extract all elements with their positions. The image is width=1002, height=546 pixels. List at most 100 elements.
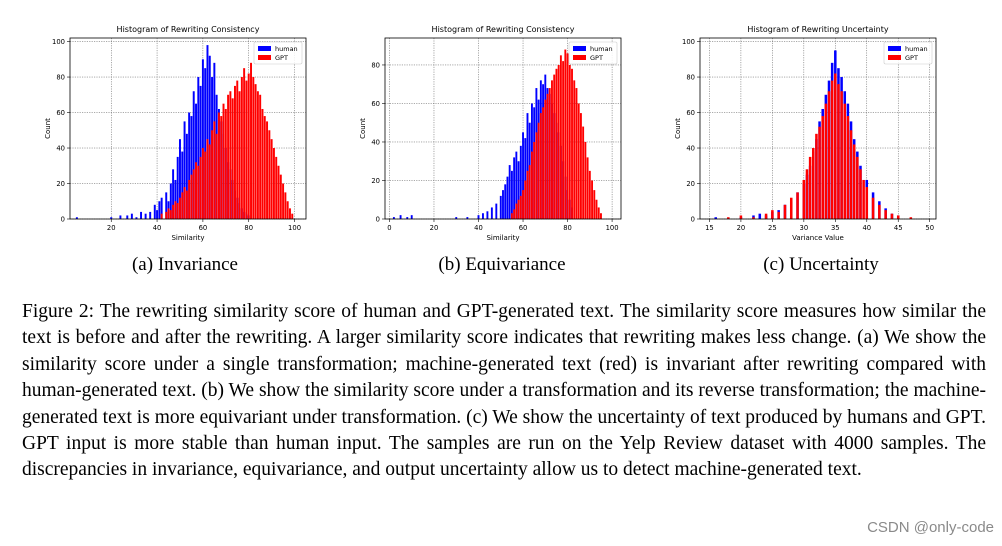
gpt-bar <box>846 116 850 219</box>
y-tick-label: 20 <box>56 180 65 188</box>
human-bar <box>185 133 188 219</box>
gpt-bar <box>222 103 225 219</box>
human-bar <box>160 197 163 219</box>
x-tick-label: 15 <box>705 224 714 232</box>
gpt-bar <box>564 49 567 219</box>
legend-label: human <box>905 45 928 53</box>
human-bar <box>183 121 186 219</box>
gpt-bar <box>213 121 216 219</box>
chart-title: Histogram of Rewriting Consistency <box>117 25 260 34</box>
watermark: CSDN @only-code <box>867 519 994 536</box>
human-bar <box>153 204 156 219</box>
human-bar <box>526 113 529 219</box>
gpt-bar <box>217 112 220 219</box>
x-tick-label: 20 <box>737 224 746 232</box>
y-tick-label: 60 <box>686 109 695 117</box>
human-bar <box>455 217 458 219</box>
human-bar <box>126 215 129 219</box>
human-bar <box>197 77 200 219</box>
x-tick-label: 45 <box>894 224 903 232</box>
legend-label: human <box>275 45 298 53</box>
gpt-bar <box>812 148 815 219</box>
gpt-bar <box>510 213 513 219</box>
y-axis-label: Count <box>44 118 52 139</box>
gpt-bar <box>172 204 175 219</box>
x-tick-label: 60 <box>199 224 208 232</box>
legend-swatch <box>258 55 271 60</box>
y-tick-label: 40 <box>371 138 380 146</box>
human-bar <box>195 103 197 219</box>
human-bar <box>135 217 138 219</box>
gpt-bar <box>573 80 576 219</box>
gpt-bar <box>557 64 560 220</box>
human-bar <box>490 207 493 219</box>
chart-panel-a: Histogram of Rewriting Consistency 20 40 60… <box>40 0 320 250</box>
gpt-bar <box>201 148 204 219</box>
x-axis-label: Similarity <box>171 234 204 242</box>
gpt-bar <box>584 141 587 219</box>
plot-frame <box>699 37 937 220</box>
gpt-bar <box>752 217 755 219</box>
x-tick-label: 60 <box>519 224 528 232</box>
human-bar <box>172 169 175 219</box>
human-bar <box>165 192 168 219</box>
human-bar <box>140 211 143 219</box>
gpt-bar <box>236 80 239 219</box>
gpt-bar <box>566 53 569 220</box>
x-tick-label: 50 <box>925 224 934 232</box>
human-bar <box>486 211 489 219</box>
human-bar <box>192 91 195 219</box>
human-bar <box>208 55 211 219</box>
gpt-bar <box>588 170 591 219</box>
gpt-bar <box>261 108 264 219</box>
gpt-bar <box>282 183 285 219</box>
x-axis-label: Variance Value <box>792 234 844 242</box>
chart-title: Histogram of Rewriting Uncertainty <box>747 25 889 34</box>
gpt-bar <box>555 68 558 219</box>
gpt-bar <box>263 116 266 219</box>
gpt-bar <box>551 80 553 219</box>
gpt-bar <box>174 201 177 219</box>
gpt-bar <box>513 209 516 219</box>
x-tick-label: 0 <box>387 224 391 232</box>
gpt-bar <box>179 197 181 219</box>
gpt-bar <box>524 180 527 219</box>
gpt-bar <box>181 192 184 219</box>
gpt-bar <box>595 199 598 219</box>
gpt-bar <box>818 126 821 219</box>
gpt-bar <box>553 74 556 219</box>
human-bar <box>466 217 469 219</box>
gpt-bar <box>531 151 533 219</box>
x-tick-label: 40 <box>862 224 871 232</box>
gpt-bar <box>577 103 580 219</box>
human-bar <box>179 139 181 219</box>
gpt-bar <box>764 213 768 219</box>
gpt-bar <box>275 156 278 219</box>
human-bar <box>158 201 161 219</box>
subcaption-a: (a) Invariance <box>131 254 238 275</box>
gpt-bar <box>229 91 232 219</box>
gpt-bar <box>266 121 269 219</box>
gpt-bar <box>739 215 743 219</box>
y-tick-label: 100 <box>682 38 695 46</box>
y-tick-label: 80 <box>56 73 65 81</box>
gpt-bar <box>544 99 547 219</box>
gpt-bar <box>243 68 246 219</box>
histogram-chart-invariance: Histogram of Rewriting Consistency 20 40 60… <box>44 25 307 242</box>
y-tick-label: 0 <box>691 215 695 223</box>
gpt-bar <box>279 174 282 219</box>
gpt-bar <box>291 213 294 219</box>
human-bar <box>477 215 480 219</box>
human-bar <box>406 217 409 219</box>
y-axis-label: Count <box>359 118 367 139</box>
human-bar <box>119 215 122 219</box>
human-bar <box>482 213 484 219</box>
x-tick-label: 30 <box>800 224 809 232</box>
gpt-bar <box>533 141 536 219</box>
gpt-bar <box>582 126 585 219</box>
human-bar <box>510 170 513 219</box>
human-bar <box>156 210 159 219</box>
gpt-bar <box>777 211 780 219</box>
gpt-bar <box>250 62 252 220</box>
human-bar <box>504 184 507 219</box>
